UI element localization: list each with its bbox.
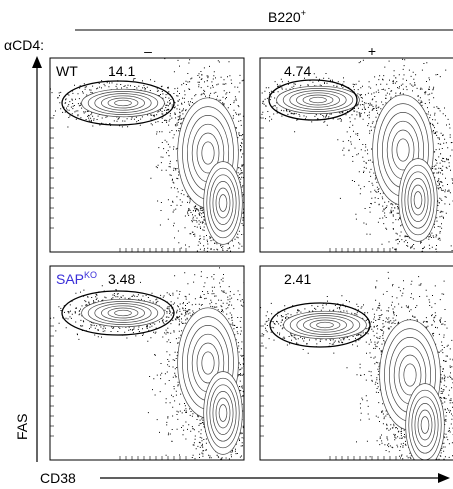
contour (410, 184, 426, 216)
plot-area (260, 271, 453, 460)
gate (269, 302, 371, 348)
contour (206, 377, 240, 449)
flow-panel: 2.41 (259, 265, 453, 461)
contour (398, 354, 422, 396)
contour (396, 138, 410, 162)
population-name: B220 (268, 9, 301, 25)
plot-area (50, 267, 244, 460)
plot-area (260, 58, 453, 252)
contour (101, 95, 145, 111)
contour (407, 178, 429, 222)
flow-panel: 3.48 SAPKO (49, 265, 245, 461)
contour (203, 371, 243, 455)
panel-frame (259, 265, 453, 461)
contour (276, 85, 360, 115)
contour (114, 309, 132, 317)
contour (296, 92, 340, 108)
panels: 14.1 WT 4.74 3.48 SAPKO 2.41 (49, 57, 453, 461)
genotype-label: WT (56, 63, 78, 79)
contour (215, 397, 231, 429)
genotype-name: SAP (56, 271, 84, 287)
contour (405, 383, 445, 460)
contour (81, 88, 165, 118)
gate-percent: 14.1 (108, 63, 135, 79)
contour (391, 129, 415, 171)
panel-frame (49, 57, 245, 253)
contour (94, 303, 152, 323)
genotype-label: SAPKO (56, 270, 97, 287)
contour (81, 298, 165, 328)
gate-percent: 4.74 (284, 63, 311, 79)
contour (289, 90, 347, 110)
treatment-label: αCD4: (4, 37, 44, 53)
x-axis-label: CD38 (40, 470, 76, 486)
gate (61, 80, 175, 126)
contour (87, 91, 159, 115)
contour (206, 167, 240, 239)
contour (420, 416, 430, 434)
contour (282, 88, 354, 112)
contour (302, 94, 334, 106)
flow-panel: 14.1 WT (49, 57, 245, 253)
genotype-sup: KO (84, 270, 97, 280)
contour (94, 93, 152, 113)
contour (87, 301, 159, 325)
plot-area (50, 58, 244, 252)
gate (61, 290, 175, 336)
contour (107, 307, 139, 319)
contour (398, 158, 438, 242)
contour (107, 97, 139, 109)
contour (309, 319, 341, 331)
contour (201, 351, 215, 375)
contour (303, 317, 347, 333)
treatment-column: + (368, 43, 376, 59)
panel-frame (259, 57, 453, 253)
contour (414, 403, 436, 447)
contour (114, 99, 132, 107)
contour (201, 141, 215, 165)
contour (309, 96, 327, 104)
y-arrowhead (32, 56, 42, 68)
contour (218, 194, 228, 212)
contour (212, 181, 234, 225)
gate-percent: 3.48 (108, 271, 135, 287)
genotype-name: WT (56, 63, 78, 79)
contour (101, 305, 145, 321)
gate-percent: 2.41 (284, 271, 311, 287)
population-sup: + (301, 8, 306, 18)
gate (268, 79, 358, 121)
contour (218, 404, 228, 422)
contour (417, 409, 433, 441)
contour (196, 132, 220, 174)
contour (212, 391, 234, 435)
contour (196, 342, 220, 384)
contour (411, 396, 439, 454)
contour (203, 161, 243, 245)
contour (289, 313, 361, 337)
population-label: B220+ (268, 8, 306, 25)
panel-frame (49, 265, 245, 461)
flow-panel: 4.74 (259, 57, 453, 253)
x-arrowhead (438, 473, 450, 483)
contour (215, 187, 231, 219)
contour (404, 171, 432, 229)
contour (283, 310, 367, 340)
contour (209, 384, 237, 442)
y-axis-label: FAS (14, 414, 30, 440)
contour (413, 191, 423, 209)
contour (209, 174, 237, 232)
contour (316, 321, 334, 329)
contour (401, 164, 435, 236)
contour (403, 363, 417, 387)
contour (296, 315, 354, 335)
treatment-column: – (144, 43, 152, 59)
